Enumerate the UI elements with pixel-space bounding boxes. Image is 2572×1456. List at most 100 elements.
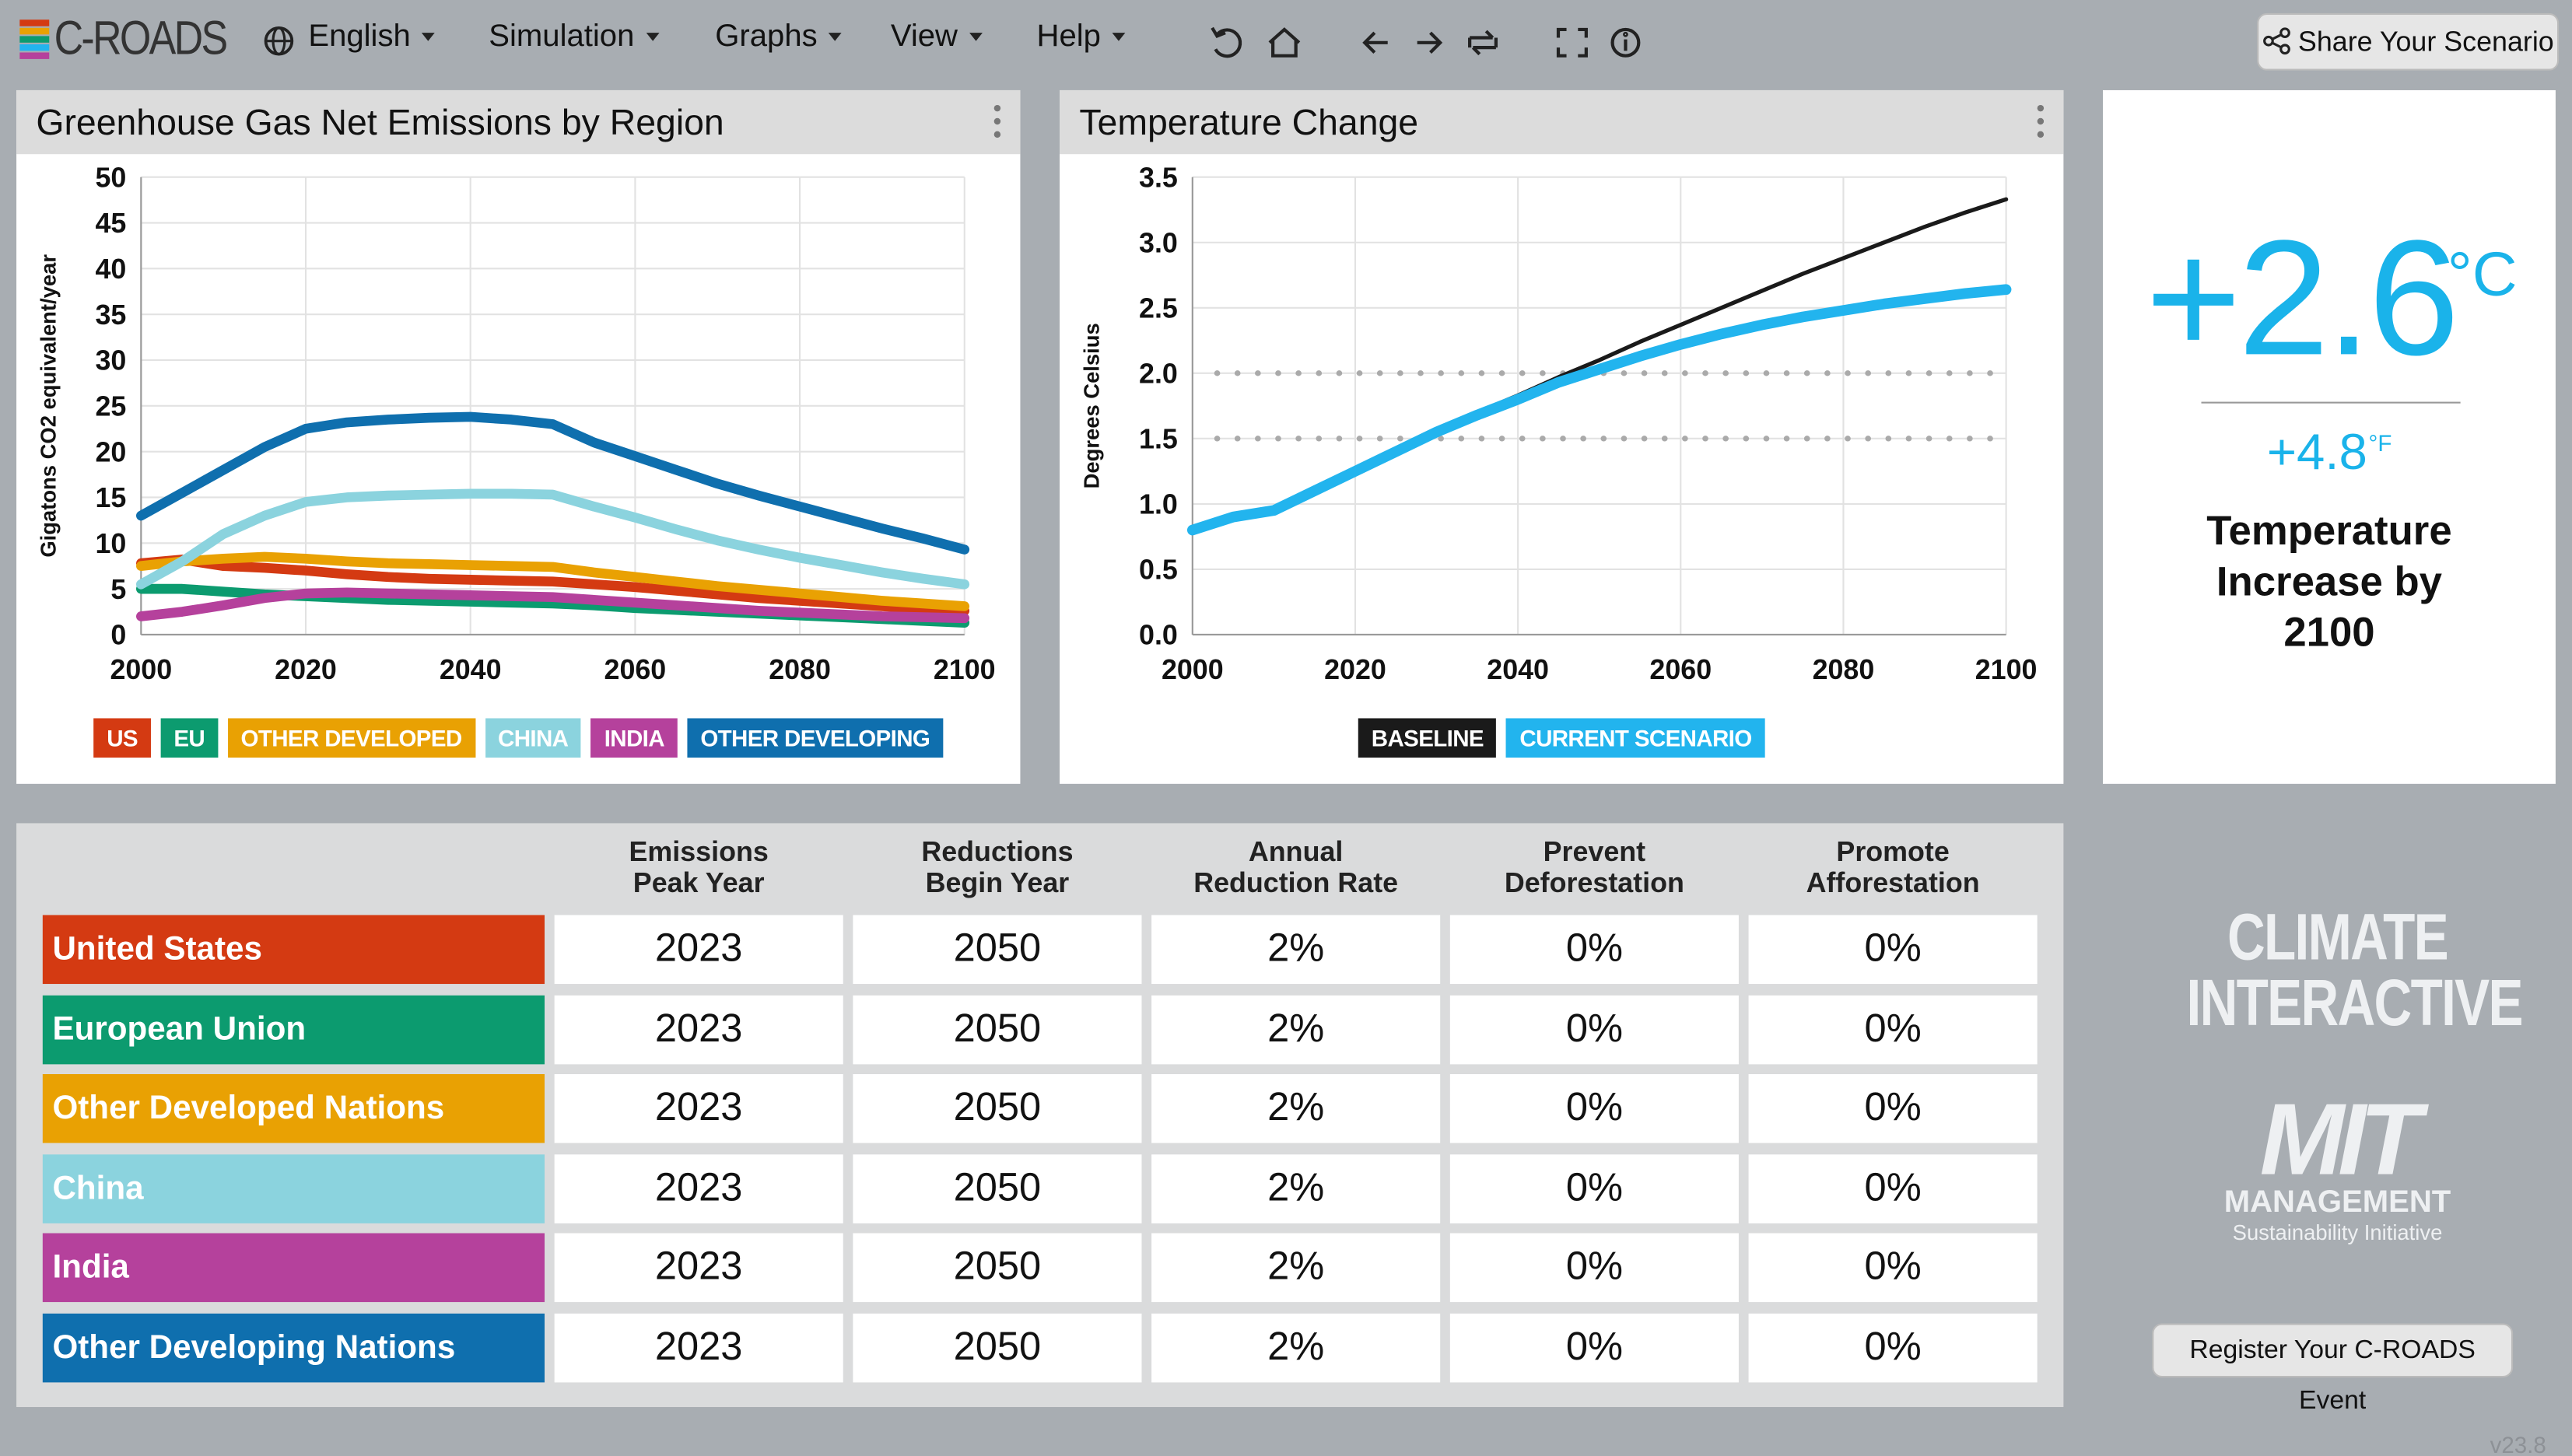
legend-item[interactable]: CURRENT SCENARIO — [1506, 718, 1765, 758]
table-header: Emissions Peak Year Reductions Begin Year An… — [43, 836, 2038, 898]
input-cell[interactable]: 2% — [1151, 1233, 1441, 1303]
column-header: Annual Reduction Rate — [1151, 836, 1440, 898]
logo[interactable]: C-ROADS — [54, 12, 229, 66]
register-button[interactable]: Register Your C-ROADS Event — [2152, 1323, 2514, 1416]
brand-text: MANAGEMENT — [2223, 1185, 2451, 1220]
menu-view[interactable]: View — [891, 19, 983, 55]
fullscreen-icon[interactable] — [1556, 27, 1588, 58]
input-cell[interactable]: 0% — [1449, 1074, 1739, 1143]
brand-climate-interactive[interactable]: CLIMATE INTERACTIVE — [2187, 901, 2524, 1037]
input-table: Emissions Peak Year Reductions Begin Year An… — [16, 823, 2064, 1408]
input-cell[interactable]: 0% — [1748, 1074, 2038, 1143]
column-header-line: Promote — [1836, 836, 1950, 868]
result-fahrenheit-unit: °F — [2368, 429, 2392, 457]
menu-simulation[interactable]: Simulation — [489, 19, 659, 55]
input-cell[interactable]: 2023 — [554, 1312, 843, 1382]
brand-text: MIT — [2259, 1083, 2422, 1198]
input-cell[interactable]: 2050 — [853, 994, 1142, 1064]
menu-language[interactable]: English — [308, 19, 435, 55]
legend-item[interactable]: EU — [160, 718, 218, 758]
column-header-line: Prevent — [1543, 836, 1646, 868]
temperature-panel: Temperature Change BASELINE CURRENT SCENA… — [1060, 89, 2064, 784]
input-cell[interactable]: 2023 — [554, 994, 843, 1064]
input-cell[interactable]: 2050 — [853, 915, 1142, 985]
column-header: Promote Afforestation — [1749, 836, 2038, 898]
input-cell[interactable]: 2% — [1151, 994, 1441, 1064]
column-header-line: Peak Year — [632, 867, 765, 899]
panel-header: Temperature Change — [1060, 89, 2064, 155]
legend-item[interactable]: CHINA — [485, 718, 582, 758]
legend-item[interactable]: OTHER DEVELOPED — [227, 718, 475, 758]
column-header: Emissions Peak Year — [555, 836, 843, 898]
legend-item[interactable]: OTHER DEVELOPING — [687, 718, 944, 758]
input-cell[interactable]: 2% — [1151, 1312, 1441, 1382]
legend-item[interactable]: INDIA — [590, 718, 678, 758]
input-cell[interactable]: 0% — [1748, 915, 2038, 985]
input-cell[interactable]: 0% — [1748, 1153, 2038, 1223]
result-panel: +2.6 °C +4.8 °F Temperature Increase by … — [2102, 89, 2556, 784]
result-celsius: +2.6 — [2145, 206, 2460, 390]
legend: US EU OTHER DEVELOPED CHINA INDIA OTHER DEVEL… — [16, 718, 1020, 758]
input-cell[interactable]: 2050 — [853, 1153, 1142, 1223]
input-cell[interactable]: 2% — [1151, 1153, 1441, 1223]
panel-title: Greenhouse Gas Net Emissions by Region — [36, 101, 724, 143]
panel-menu[interactable] — [2037, 104, 2045, 145]
input-cell[interactable]: 2050 — [853, 1074, 1142, 1143]
column-header: Prevent Deforestation — [1450, 836, 1739, 898]
toolbar-icons — [1211, 26, 1641, 58]
undo-icon[interactable] — [1211, 26, 1242, 58]
input-cell[interactable]: 2050 — [853, 1233, 1142, 1303]
result-label-line: 2100 — [2283, 610, 2375, 656]
legend-item[interactable]: US — [93, 718, 151, 758]
input-cell[interactable]: 2% — [1151, 915, 1441, 985]
panel-menu[interactable] — [993, 104, 1001, 145]
logo-icon — [19, 19, 50, 62]
input-cell[interactable]: 2% — [1151, 1074, 1441, 1143]
panel-title: Temperature Change — [1079, 101, 1419, 143]
legend: BASELINE CURRENT SCENARIO — [1060, 718, 2063, 758]
row-name: India — [42, 1233, 545, 1303]
input-cell[interactable]: 0% — [1449, 1153, 1739, 1223]
row-name: United States — [42, 915, 545, 985]
result-fahrenheit: +4.8 — [2266, 422, 2367, 481]
share-label: Share Your Scenario — [2297, 26, 2554, 58]
share-button[interactable]: Share Your Scenario — [2257, 12, 2560, 71]
row-name: European Union — [42, 994, 545, 1064]
input-cell[interactable]: 2023 — [554, 1074, 843, 1143]
globe-icon — [264, 26, 294, 56]
info-icon[interactable] — [1610, 27, 1641, 58]
column-header: Reductions Begin Year — [853, 836, 1141, 898]
column-header-line: Afforestation — [1806, 867, 1980, 899]
brand-mit[interactable]: MIT MANAGEMENT Sustainability Initiative — [2181, 1083, 2493, 1246]
back-icon[interactable] — [1362, 31, 1388, 54]
input-cell[interactable]: 2050 — [853, 1312, 1142, 1382]
forward-icon[interactable] — [1417, 31, 1443, 54]
column-header-line: Reductions — [921, 836, 1074, 868]
result-label-line: Increase by — [2216, 558, 2443, 606]
input-cell[interactable]: 0% — [1449, 915, 1739, 985]
menu-help[interactable]: Help — [1037, 19, 1126, 55]
input-cell[interactable]: 0% — [1748, 1312, 2038, 1382]
header-blank — [43, 836, 545, 898]
input-cell[interactable]: 0% — [1748, 994, 2038, 1064]
legend-item[interactable]: BASELINE — [1358, 718, 1497, 758]
share-icon — [2263, 27, 2290, 55]
panel-header: Greenhouse Gas Net Emissions by Region — [16, 89, 1021, 155]
column-header-line: Emissions — [629, 836, 769, 868]
reload-icon[interactable] — [1468, 30, 1498, 56]
input-cell[interactable]: 0% — [1449, 994, 1739, 1064]
input-cell[interactable]: 2023 — [554, 1153, 843, 1223]
home-icon[interactable] — [1268, 27, 1301, 58]
input-cell[interactable]: 0% — [1449, 1312, 1739, 1382]
input-cell[interactable]: 0% — [1748, 1233, 2038, 1303]
row-name: Other Developing Nations — [42, 1312, 545, 1382]
column-header-line: Begin Year — [925, 867, 1070, 899]
brand-text: CLIMATE — [2227, 901, 2449, 975]
input-cell[interactable]: 0% — [1449, 1233, 1739, 1303]
row-name: Other Developed Nations — [42, 1074, 545, 1143]
menu-graphs[interactable]: Graphs — [715, 19, 842, 55]
input-cell[interactable]: 2023 — [554, 1233, 843, 1303]
input-cell[interactable]: 2023 — [554, 915, 843, 985]
